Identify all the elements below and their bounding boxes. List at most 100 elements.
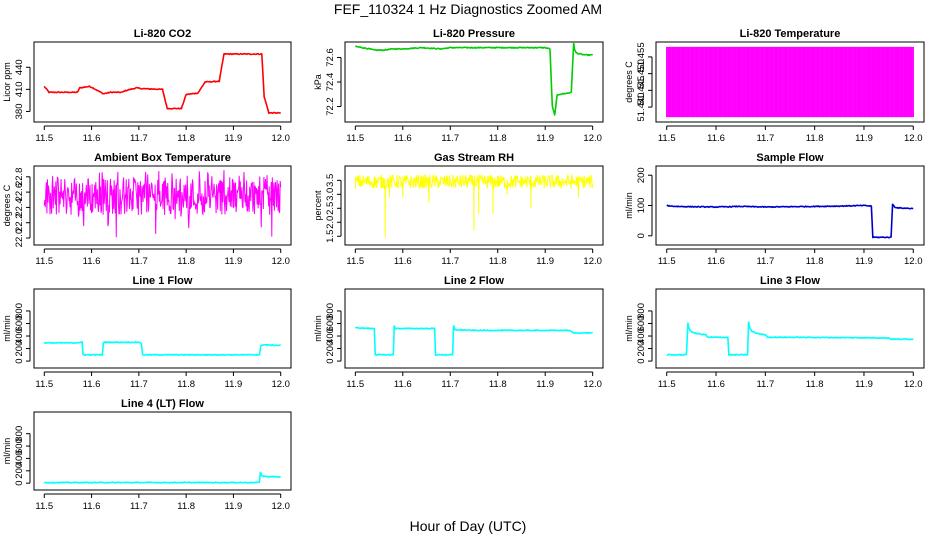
- plot-frame: [655, 41, 925, 123]
- x-tick-label: 11.9: [536, 133, 554, 144]
- plot-frame: [33, 165, 292, 246]
- x-tick-label: 11.7: [130, 501, 148, 512]
- y-tick-label: 3.5: [325, 174, 336, 187]
- x-tick-label: 11.9: [855, 133, 873, 144]
- x-tick-label: 11.9: [225, 379, 243, 390]
- x-tick-label: 11.8: [177, 256, 195, 267]
- x-tick-label: 12.0: [583, 133, 602, 144]
- y-axis-label: degrees C: [624, 61, 634, 103]
- x-tick-label: 12.0: [904, 256, 923, 267]
- y-tick-label: 51.440: [636, 93, 647, 122]
- x-tick-label: 11.6: [394, 256, 412, 267]
- data-series: [43, 170, 282, 238]
- data-series: [666, 321, 914, 357]
- x-tick-label: 11.8: [177, 133, 195, 144]
- y-tick-label: 400: [14, 450, 25, 466]
- y-tick-label: 200: [14, 341, 25, 357]
- y-tick-label: 22.2: [14, 213, 25, 232]
- x-tick-label: 11.8: [489, 379, 507, 390]
- x-tick-label: 11.5: [658, 256, 676, 267]
- y-tick-label: 380: [14, 104, 25, 120]
- x-axis-title: Hour of Day (UTC): [409, 518, 527, 534]
- panel-2: Li-820 Pressure kPa 11.5 11.6 11.7 11.8 11.9 12…: [313, 28, 604, 144]
- x-tick-label: 11.8: [489, 256, 507, 267]
- data-layer: [43, 170, 282, 238]
- x-tick-label: 11.5: [658, 133, 676, 144]
- panel-10: Line 4 (LT) Flow ml/min 11.5 11.6 11.7 11.8 11…: [2, 398, 292, 512]
- x-tick-label: 11.7: [441, 256, 459, 267]
- y-axis-label: ml/min: [2, 315, 12, 342]
- y-tick-label: 0: [14, 358, 25, 363]
- x-tick-label: 11.5: [35, 379, 53, 390]
- panel-4: Ambient Box Temperature degrees C 11.5 11.6…: [2, 152, 292, 267]
- panel-6: Sample Flow ml/min 11.5 11.6 11.7 11.8 11.9 12.…: [624, 152, 925, 267]
- x-tick-label: 11.7: [756, 133, 774, 144]
- x-tick-label: 11.8: [806, 379, 824, 390]
- y-tick-label: 22.6: [14, 183, 25, 202]
- y-tick-label: 72.4: [325, 73, 336, 92]
- plot-frame: [33, 288, 292, 369]
- y-tick-label: 200: [14, 463, 25, 479]
- y-tick-label: 22.0: [14, 229, 25, 248]
- x-tick-label: 11.8: [177, 379, 195, 390]
- data-series: [43, 341, 282, 357]
- y-tick-label: 440: [14, 59, 25, 75]
- x-tick-label: 11.6: [707, 133, 725, 144]
- y-tick-label: 800: [14, 303, 25, 319]
- y-axis-label: ml/min: [624, 315, 634, 342]
- y-tick-label: 72.2: [325, 97, 336, 116]
- panel-title: Sample Flow: [756, 152, 824, 164]
- y-tick-label: 51.445: [636, 76, 647, 105]
- y-tick-label: 200: [325, 341, 336, 357]
- y-tick-label: 0: [636, 358, 647, 363]
- y-tick-label: 2.5: [325, 202, 336, 215]
- x-tick-label: 11.6: [83, 133, 101, 144]
- panel-title: Line 3 Flow: [760, 275, 820, 287]
- y-tick-label: 51.455: [636, 42, 647, 71]
- x-tick-label: 11.5: [35, 256, 53, 267]
- y-tick-label: 3.0: [325, 188, 336, 201]
- panel-1: Li-820 CO2 Licor ppm 11.5 11.6 11.7 11.8 11.9 1…: [2, 28, 292, 144]
- x-tick-label: 11.5: [346, 133, 364, 144]
- y-tick-label: 22.4: [14, 198, 25, 217]
- x-tick-label: 11.5: [35, 501, 53, 512]
- panel-title: Li-820 Pressure: [433, 28, 515, 40]
- plot-frame: [655, 288, 925, 369]
- x-tick-label: 12.0: [583, 379, 602, 390]
- data-layer: [354, 324, 593, 357]
- x-tick-label: 12.0: [271, 256, 290, 267]
- data-layer: [43, 471, 281, 484]
- y-axis-label: degrees C: [2, 184, 12, 226]
- x-tick-label: 11.9: [225, 256, 243, 267]
- x-tick-label: 11.6: [394, 133, 412, 144]
- x-tick-label: 11.7: [130, 379, 148, 390]
- x-tick-label: 11.6: [707, 379, 725, 390]
- y-tick-label: 2.0: [325, 216, 336, 229]
- x-tick-label: 11.6: [83, 379, 101, 390]
- y-axis-label: ml/min: [2, 438, 12, 465]
- panel-7: Line 1 Flow ml/min 11.5 11.6 11.7 11.8 11.9 12.…: [2, 275, 292, 390]
- x-tick-label: 11.6: [394, 379, 412, 390]
- y-tick-label: 600: [325, 316, 336, 332]
- x-tick-label: 12.0: [271, 501, 290, 512]
- panel-title: Ambient Box Temperature: [94, 152, 231, 164]
- x-tick-label: 11.5: [35, 133, 53, 144]
- data-layer: [43, 341, 282, 357]
- x-tick-label: 11.9: [225, 133, 243, 144]
- panel-title: Gas Stream RH: [434, 152, 514, 164]
- data-series: [666, 203, 914, 239]
- plot-frame: [344, 165, 604, 246]
- data-layer: [354, 43, 593, 116]
- y-tick-label: 800: [325, 303, 336, 319]
- x-tick-label: 11.7: [756, 256, 774, 267]
- panel-8: Line 2 Flow ml/min 11.5 11.6 11.7 11.8 11.9 12.…: [313, 275, 604, 390]
- plot-frame: [344, 288, 604, 369]
- data-layer: [354, 173, 594, 238]
- x-tick-label: 11.7: [441, 379, 459, 390]
- y-tick-label: 72.6: [325, 48, 336, 67]
- y-tick-label: 600: [14, 316, 25, 332]
- data-series: [43, 471, 281, 484]
- x-tick-label: 12.0: [583, 256, 602, 267]
